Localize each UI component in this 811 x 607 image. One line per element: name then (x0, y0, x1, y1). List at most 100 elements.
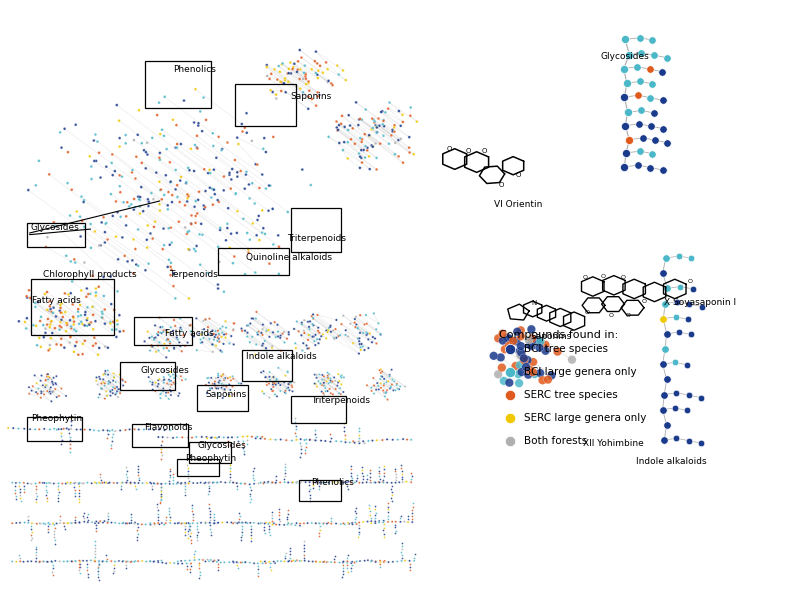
Point (204, 515, 217, 525)
Point (99, 369, 112, 379)
Point (210, 478, 223, 487)
Point (328, 554, 341, 564)
Point (98, 394, 111, 404)
Point (156, 436, 169, 446)
Point (375, 106, 388, 116)
Point (167, 378, 180, 387)
Point (153, 155, 166, 164)
Point (383, 384, 396, 393)
Point (371, 381, 384, 391)
Point (309, 330, 322, 340)
Point (353, 333, 366, 343)
Point (14, 518, 27, 527)
Point (69, 341, 82, 351)
Point (298, 328, 311, 338)
Point (352, 523, 365, 533)
Point (153, 129, 166, 139)
Point (303, 435, 316, 445)
Point (390, 379, 403, 388)
Point (367, 373, 380, 383)
Point (392, 384, 405, 394)
Point (217, 369, 230, 379)
Point (138, 336, 151, 346)
Point (105, 385, 118, 395)
Point (223, 460, 236, 470)
Point (29, 481, 42, 491)
Point (262, 325, 275, 335)
Point (227, 478, 240, 487)
Point (341, 137, 354, 147)
Point (388, 469, 401, 479)
Point (203, 314, 216, 324)
Point (352, 433, 365, 443)
Point (294, 53, 307, 63)
Point (88, 557, 101, 566)
Point (151, 506, 164, 515)
Point (311, 66, 324, 75)
Point (270, 375, 283, 385)
Point (381, 511, 394, 521)
Point (54, 308, 67, 317)
Point (251, 160, 264, 169)
Point (384, 493, 397, 503)
Point (388, 464, 401, 473)
Point (88, 537, 101, 546)
Point (230, 478, 243, 487)
Point (160, 325, 173, 335)
Point (215, 332, 228, 342)
Point (76, 556, 89, 566)
Point (246, 219, 259, 228)
Point (299, 341, 312, 350)
Point (256, 366, 269, 376)
Point (282, 64, 295, 73)
Point (330, 61, 343, 70)
Point (170, 479, 183, 489)
Point (54, 432, 67, 441)
Point (271, 327, 284, 336)
Point (68, 478, 81, 488)
Point (90, 373, 103, 382)
Point (214, 346, 227, 356)
Point (89, 288, 102, 297)
Point (297, 550, 310, 560)
Point (284, 520, 297, 530)
Point (170, 432, 183, 442)
Point (45, 396, 58, 406)
Point (69, 518, 82, 528)
Point (266, 204, 279, 214)
Point (206, 557, 219, 566)
Point (154, 495, 167, 504)
Point (108, 560, 121, 569)
Point (360, 319, 373, 328)
Point (230, 518, 243, 528)
Point (225, 164, 238, 174)
Point (225, 432, 238, 442)
Point (96, 313, 109, 323)
Point (29, 497, 42, 507)
Point (266, 327, 279, 337)
Point (260, 326, 272, 336)
Point (644, 121, 657, 131)
Point (152, 556, 165, 566)
Point (349, 506, 362, 516)
Bar (235, 84, 296, 126)
Point (290, 518, 303, 528)
Point (261, 478, 274, 487)
Point (167, 373, 180, 383)
Point (218, 478, 231, 487)
Point (132, 470, 145, 480)
Point (212, 373, 225, 382)
Point (13, 484, 26, 494)
Point (254, 478, 267, 487)
Point (273, 333, 286, 343)
Point (213, 376, 226, 385)
Point (381, 557, 394, 567)
Point (203, 334, 216, 344)
Point (251, 328, 264, 337)
Point (255, 228, 268, 237)
Point (26, 381, 39, 391)
Point (393, 514, 406, 523)
Point (258, 518, 271, 528)
Point (182, 521, 195, 531)
Point (655, 268, 668, 278)
